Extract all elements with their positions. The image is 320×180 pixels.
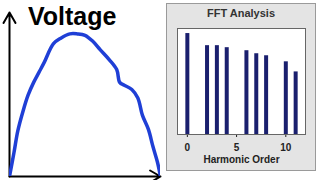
- svg-text:0: 0: [185, 142, 191, 153]
- svg-text:Harmonic Order: Harmonic Order: [203, 154, 279, 165]
- svg-text:10: 10: [280, 142, 292, 153]
- html-text:Voltage: Voltage: [28, 2, 117, 30]
- svg-text:5: 5: [234, 142, 240, 153]
- html-text:FFT Analysis: FFT Analysis: [207, 7, 275, 19]
